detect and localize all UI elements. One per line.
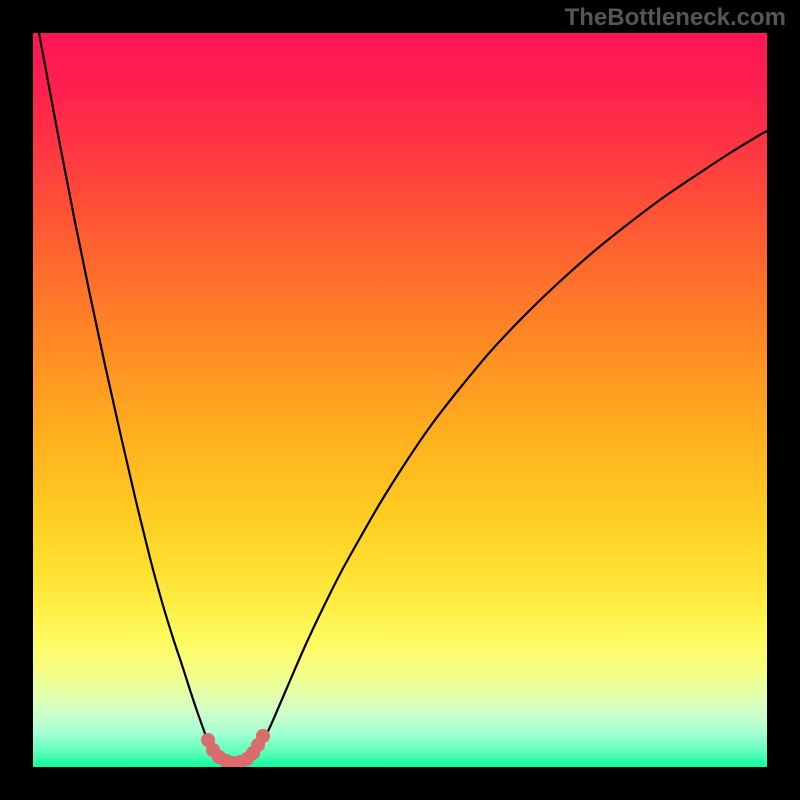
plot-area (0, 0, 800, 800)
marker-dot (256, 729, 270, 743)
chart-svg (0, 0, 800, 800)
gradient-background (33, 33, 767, 767)
canvas-root: TheBottleneck.com (0, 0, 800, 800)
watermark-text: TheBottleneck.com (565, 4, 786, 32)
